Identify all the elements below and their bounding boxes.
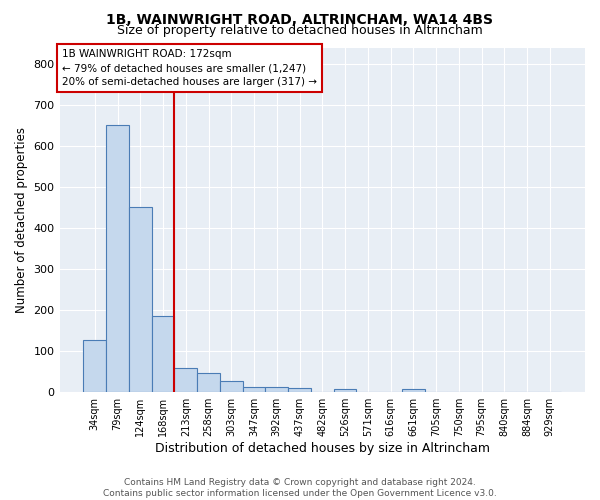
Bar (197, 374, 220, 392)
Bar (152, 316, 175, 392)
Text: 1B, WAINWRIGHT ROAD, ALTRINCHAM, WA14 4BS: 1B, WAINWRIGHT ROAD, ALTRINCHAM, WA14 4B… (107, 12, 493, 26)
Text: 1B WAINWRIGHT ROAD: 172sqm
← 79% of detached houses are smaller (1,247)
20% of s: 1B WAINWRIGHT ROAD: 172sqm ← 79% of deta… (62, 49, 317, 87)
Y-axis label: Number of detached properties: Number of detached properties (15, 127, 28, 313)
Bar (288, 388, 311, 392)
Bar (242, 388, 265, 392)
Bar (402, 388, 425, 392)
Text: Contains HM Land Registry data © Crown copyright and database right 2024.
Contai: Contains HM Land Registry data © Crown c… (103, 478, 497, 498)
Bar (83, 340, 106, 392)
Bar (129, 206, 152, 392)
Bar (175, 368, 197, 392)
Bar (265, 387, 288, 392)
Bar (106, 124, 129, 392)
Text: Size of property relative to detached houses in Altrincham: Size of property relative to detached ho… (117, 24, 483, 37)
X-axis label: Distribution of detached houses by size in Altrincham: Distribution of detached houses by size … (155, 442, 490, 455)
Bar (334, 389, 356, 392)
Bar (220, 380, 242, 392)
